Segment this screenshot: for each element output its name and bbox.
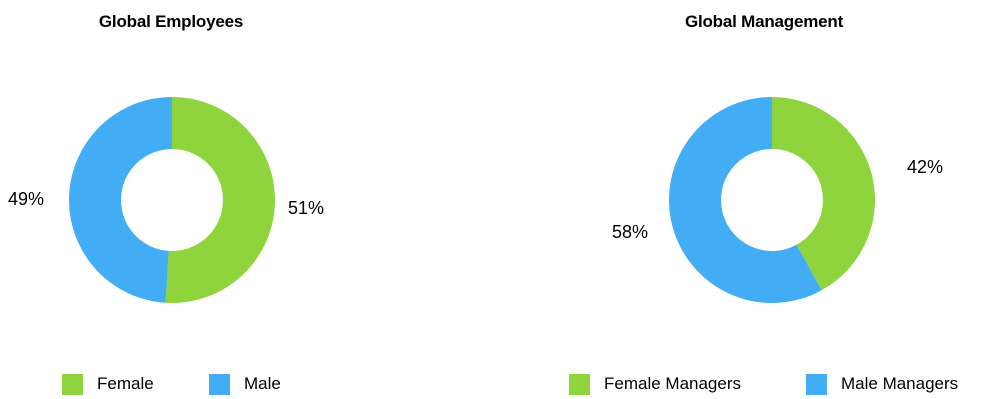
legend-label-female: Female	[97, 374, 154, 393]
legend-label-male-managers: Male Managers	[841, 374, 959, 393]
legend-label-female-managers: Female Managers	[604, 374, 742, 393]
legend-item-male: Male	[209, 370, 281, 398]
legend-swatch-male	[209, 373, 230, 395]
donut-chart	[668, 97, 875, 303]
slice-male-managers	[668, 97, 822, 303]
legend-label-male: Male	[244, 374, 281, 393]
legend-item-male-managers: Male Managers	[806, 370, 958, 398]
slice-label-female-managers: 42%	[907, 157, 944, 177]
slice-label-male: 49%	[8, 189, 45, 209]
legend: Female Managers Male Managers	[492, 370, 984, 398]
legend-item-female-managers: Female Managers	[569, 370, 741, 398]
chart-title: Global Management	[684, 12, 844, 31]
legend-swatch-female-managers	[569, 373, 590, 395]
slice-label-male-managers: 58%	[612, 222, 649, 242]
legend-item-female: Female	[62, 370, 154, 398]
chart-title: Global Employees	[98, 12, 244, 31]
legend: Female Male	[0, 370, 492, 398]
slice-male	[69, 97, 172, 303]
donut-chart	[69, 97, 276, 303]
slice-female-managers	[772, 97, 875, 291]
slice-female	[165, 97, 276, 303]
slice-label-female: 51%	[288, 198, 325, 218]
legend-swatch-male-managers	[806, 373, 827, 395]
chart-global-employees: Global Employees 51% 49% Female Male	[0, 12, 492, 398]
chart-global-management: Global Management 42% 58% Female Manager…	[492, 0, 984, 399]
legend-swatch-female	[62, 373, 83, 395]
